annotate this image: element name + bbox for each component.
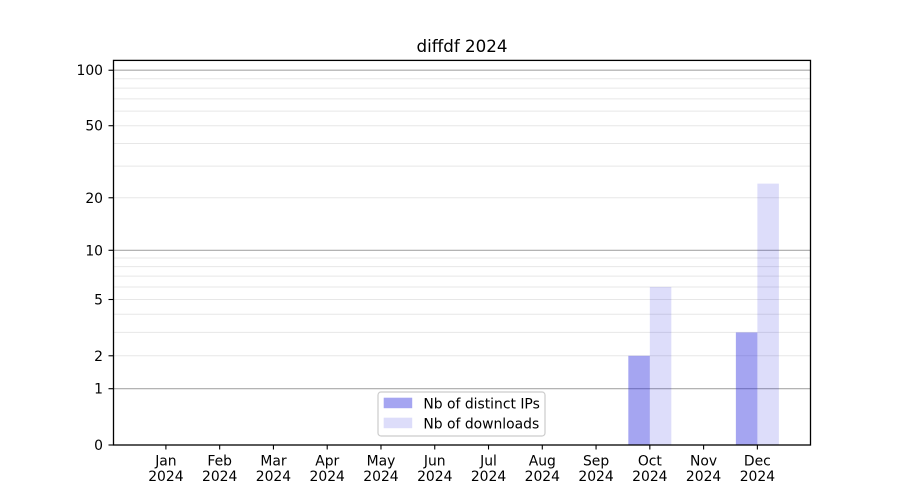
plot-border <box>112 59 812 446</box>
legend-swatch-nb-of-distinct-ips <box>383 397 413 409</box>
x-tick-label-month: Oct <box>638 454 663 470</box>
x-tick-label-year: 2024 <box>363 469 399 485</box>
x-tick-label-year: 2024 <box>202 469 238 485</box>
x-tick-label-month: Nov <box>690 454 717 470</box>
legend-label: Nb of downloads <box>423 416 539 432</box>
gridlines-group <box>113 69 811 390</box>
y-tick-label: 100 <box>76 63 103 79</box>
x-tick-label-year: 2024 <box>256 469 292 485</box>
x-tick-label-year: 2024 <box>578 469 614 485</box>
x-tick-label-year: 2024 <box>686 469 722 485</box>
bar-dec-nb-of-downloads <box>757 183 779 445</box>
x-tick-label-year: 2024 <box>148 469 184 485</box>
x-tick-label-month: Jan <box>154 454 176 470</box>
chart-title: diffdf 2024 <box>417 36 508 56</box>
legend-label: Nb of distinct IPs <box>423 397 539 413</box>
x-axis-group: Jan2024Feb2024Mar2024Apr2024May2024Jun20… <box>148 445 775 485</box>
x-tick-label-month: Mar <box>260 454 286 470</box>
x-tick-label-month: Dec <box>744 454 771 470</box>
x-tick-label-year: 2024 <box>417 469 453 485</box>
y-tick-label: 2 <box>94 349 103 365</box>
legend-box <box>377 391 546 437</box>
bar-oct-nb-of-downloads <box>649 286 672 445</box>
legend: Nb of distinct IPs Nb of downloads <box>377 391 546 437</box>
x-tick-label-month: Aug <box>529 454 556 470</box>
bars-group <box>628 183 779 445</box>
y-axis-group: 0 1 2 5 10 20 50 100 <box>76 63 114 454</box>
x-tick-label-year: 2024 <box>471 469 507 485</box>
y-tick-label: 1 <box>94 382 103 398</box>
y-tick-label: 50 <box>85 119 103 135</box>
y-tick-label: 10 <box>85 243 103 259</box>
x-tick-label-month: Feb <box>207 454 232 470</box>
bar-dec-nb-of-distinct-ips <box>735 332 758 445</box>
x-tick-label-year: 2024 <box>310 469 346 485</box>
x-tick-label-month: Sep <box>583 454 609 470</box>
x-tick-label-year: 2024 <box>525 469 561 485</box>
x-tick-label-year: 2024 <box>740 469 776 485</box>
x-tick-label-month: Jul <box>479 454 497 470</box>
x-tick-label-month: Apr <box>315 454 339 470</box>
legend-swatch-nb-of-downloads <box>383 417 413 429</box>
bar-oct-nb-of-distinct-ips <box>628 355 650 445</box>
y-tick-label: 0 <box>94 438 103 454</box>
x-tick-label-year: 2024 <box>632 469 668 485</box>
y-tick-label: 20 <box>85 191 103 207</box>
x-tick-label-month: Jun <box>423 454 446 470</box>
x-tick-label-month: May <box>367 454 396 470</box>
y-tick-label: 5 <box>94 293 103 309</box>
